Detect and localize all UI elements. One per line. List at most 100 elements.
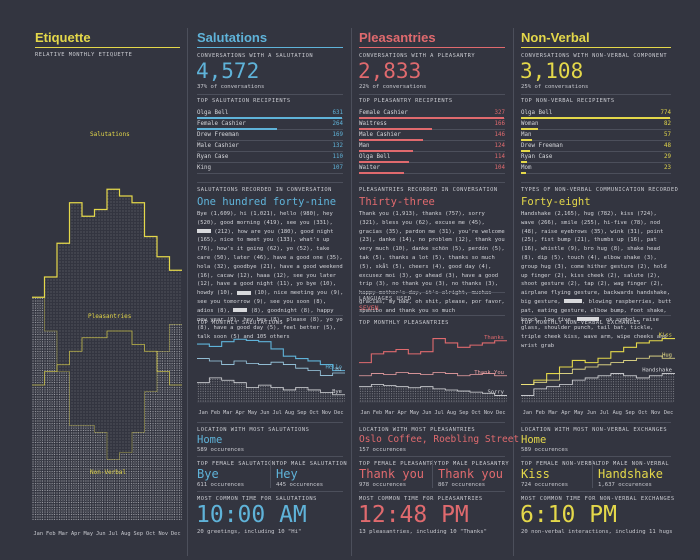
- etiquette-column: Etiquette RELATIVE MONTHLY ETIQUETTE Sal…: [0, 0, 186, 560]
- series-line: [197, 358, 345, 376]
- sal-female-label: TOP FEMALE SALUTATION: [197, 461, 276, 467]
- month-tick: Apr: [235, 410, 244, 416]
- sal-male-note: 445 occurences: [276, 482, 324, 488]
- nv-recipients-list: Olga Bell 774 Woman 82 Man 57 Drew Freeman 48 Ry…: [521, 108, 671, 174]
- month-tick: Jan: [523, 410, 532, 416]
- month-tick: Sep: [297, 410, 306, 416]
- divider: [521, 182, 671, 183]
- recipient-bar: [521, 172, 526, 174]
- recipient-value: 29: [664, 154, 671, 160]
- month-tick: Mar: [223, 410, 232, 416]
- nv-female-label: TOP FEMALE NON-VERBAL: [521, 461, 600, 467]
- ple-female-label: TOP FEMALE PLEASANTRY: [359, 461, 438, 467]
- month-tick: Oct: [309, 410, 318, 416]
- recipient-row: Male Cashier 146: [359, 130, 505, 141]
- sal-recorded-label: SALUTATIONS RECORDED IN CONVERSATION: [197, 187, 332, 193]
- ple-conv-note: 22% of conversations: [359, 84, 427, 90]
- recipient-row: Olga Bell 114: [359, 152, 505, 163]
- divider: [359, 315, 505, 316]
- recipient-bar: [359, 139, 424, 141]
- recipient-value: 48: [664, 143, 671, 149]
- nv-female-note: 724 occurences: [521, 482, 569, 488]
- recipient-value: 774: [660, 110, 671, 116]
- recipient-bar: [521, 150, 530, 152]
- series-label: Hi: [335, 367, 342, 373]
- recipient-bar: [521, 139, 532, 141]
- sal-recorded-value: One hundred forty-nine: [197, 196, 337, 208]
- recipient-row: Waiter 104: [359, 163, 505, 174]
- ple-top-label: TOP PLEASANTRY RECIPIENTS: [359, 98, 453, 104]
- divider: [359, 182, 505, 183]
- sal-top-label: TOP SALUTATION RECIPIENTS: [197, 98, 291, 104]
- series-label: Sorry: [487, 389, 504, 395]
- divider: [197, 315, 343, 316]
- recipient-value: 104: [494, 165, 505, 171]
- month-tick: Nov: [322, 410, 331, 416]
- recipient-name: Drew Freeman: [521, 143, 563, 149]
- divider: [270, 460, 271, 488]
- month-tick: Nov: [484, 410, 493, 416]
- month-tick: May: [83, 531, 93, 537]
- recipient-bar: [197, 128, 278, 130]
- divider: [359, 422, 505, 423]
- recipient-row: King 107: [197, 163, 343, 174]
- recipient-row: Olga Bell 774: [521, 108, 671, 119]
- sal-conv-note: 37% of conversations: [197, 84, 265, 90]
- ple-recorded-value: Thirty-three: [359, 196, 435, 208]
- ple-conv-value: 2,833: [358, 59, 422, 83]
- series-label: Hug: [662, 352, 672, 358]
- series-line: [197, 377, 345, 396]
- sal-male-label: TOP MALE SALUTATION: [276, 461, 348, 467]
- month-tick: Jun: [260, 410, 269, 416]
- series-line: [359, 384, 507, 396]
- recipient-row: Ryan Case 29: [521, 152, 671, 163]
- series-line: [521, 355, 675, 385]
- month-tick: Aug: [447, 410, 456, 416]
- nv-text-a: Handshake (2,165), hug (782), kiss (724)…: [521, 211, 671, 305]
- etiquette-label-pleasantries: Pleasantries: [88, 313, 132, 320]
- nv-text-b: , blowing raspberries, butt pat, eating …: [521, 298, 672, 323]
- sal-female-value: Bye: [197, 467, 219, 481]
- ple-female-value: Thank you: [359, 467, 425, 481]
- month-tick: Dec: [664, 410, 673, 416]
- recipient-row: Mom 23: [521, 163, 671, 174]
- recipient-value: 169: [332, 132, 343, 138]
- ple-loc-value: Oslo Coffee, Roebling Street: [359, 434, 520, 445]
- nv-loc-value: Home: [521, 434, 547, 446]
- recipient-row: Drew Freeman 48: [521, 141, 671, 152]
- month-tick: Jan: [198, 410, 207, 416]
- recipient-bar: [359, 172, 405, 174]
- recipient-value: 110: [332, 154, 343, 160]
- month-tick: Mar: [548, 410, 557, 416]
- recipient-name: King: [197, 165, 211, 171]
- series-area: [197, 377, 345, 402]
- nv-time-label: MOST COMMON TIME FOR NON-VERBAL EXCHANGE…: [521, 496, 675, 502]
- sal-loc-label: LOCATION WITH MOST SALUTATIONS: [197, 427, 310, 433]
- sal-time-label: MOST COMMON TIME FOR SALUTATIONS: [197, 496, 317, 502]
- series-line: [521, 338, 675, 386]
- nv-conv-note: 25% of conversations: [521, 84, 589, 90]
- etiquette-rule: [35, 47, 180, 48]
- recipient-name: Male Cashier: [197, 143, 239, 149]
- ple-monthly-chart: Thanks Thank You Sorry Jan Feb Mar Apr May Jun Ju…: [359, 335, 507, 416]
- divider: [197, 422, 343, 423]
- ple-time-value: 12:48 PM: [358, 502, 469, 528]
- month-tick: Oct: [471, 410, 480, 416]
- divider: [197, 182, 343, 183]
- recipient-value: 23: [664, 165, 671, 171]
- etiquette-subtitle: RELATIVE MONTHLY ETIQUETTE: [35, 52, 133, 58]
- recipient-value: 82: [664, 121, 671, 127]
- recipient-name: Ryan Case: [197, 154, 229, 160]
- month-tick: Oct: [638, 410, 647, 416]
- recipient-name: Woman: [521, 121, 539, 127]
- recipient-row: Woman 82: [521, 119, 671, 130]
- recipient-value: 132: [332, 143, 343, 149]
- series-line: [521, 373, 675, 396]
- recipient-row: Olga Bell 631: [197, 108, 343, 119]
- month-tick: Apr: [561, 410, 570, 416]
- recipient-name: Olga Bell: [359, 154, 391, 160]
- month-tick: May: [410, 410, 419, 416]
- divider: [521, 94, 671, 95]
- divider: [197, 456, 343, 457]
- ple-female-note: 978 occurences: [359, 482, 407, 488]
